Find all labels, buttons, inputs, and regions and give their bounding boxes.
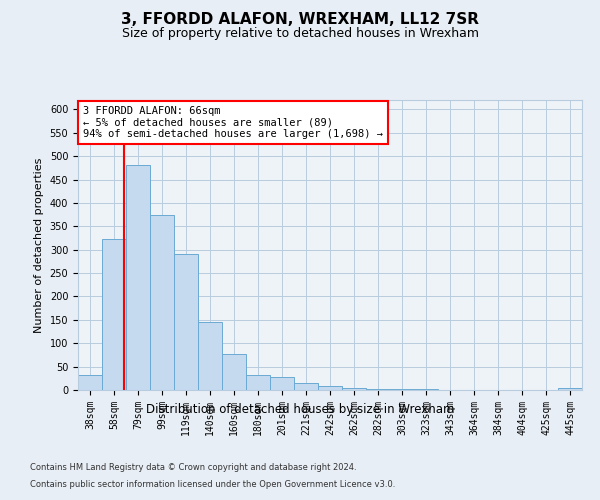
Bar	[390, 389, 414, 390]
Bar	[558, 388, 582, 390]
Bar	[270, 377, 294, 390]
Bar	[174, 254, 198, 390]
Text: Distribution of detached houses by size in Wrexham: Distribution of detached houses by size …	[146, 402, 454, 415]
Text: Contains HM Land Registry data © Crown copyright and database right 2024.: Contains HM Land Registry data © Crown c…	[30, 462, 356, 471]
Bar	[78, 375, 102, 390]
Bar	[318, 386, 342, 390]
Bar	[198, 322, 222, 390]
Text: 3 FFORDD ALAFON: 66sqm
← 5% of detached houses are smaller (89)
94% of semi-deta: 3 FFORDD ALAFON: 66sqm ← 5% of detached …	[83, 106, 383, 139]
Bar	[126, 165, 150, 390]
Text: Contains public sector information licensed under the Open Government Licence v3: Contains public sector information licen…	[30, 480, 395, 489]
Bar	[414, 389, 438, 390]
Bar	[366, 388, 390, 390]
Text: Size of property relative to detached houses in Wrexham: Size of property relative to detached ho…	[121, 28, 479, 40]
Bar	[294, 383, 318, 390]
Text: 3, FFORDD ALAFON, WREXHAM, LL12 7SR: 3, FFORDD ALAFON, WREXHAM, LL12 7SR	[121, 12, 479, 28]
Bar	[150, 214, 174, 390]
Bar	[222, 354, 246, 390]
Bar	[342, 388, 366, 390]
Bar	[246, 375, 270, 390]
Bar	[102, 240, 126, 390]
Y-axis label: Number of detached properties: Number of detached properties	[34, 158, 44, 332]
